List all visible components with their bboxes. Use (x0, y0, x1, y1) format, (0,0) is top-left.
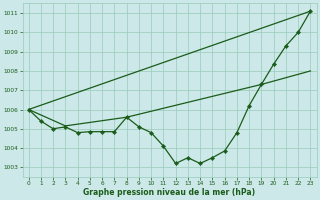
X-axis label: Graphe pression niveau de la mer (hPa): Graphe pression niveau de la mer (hPa) (84, 188, 256, 197)
